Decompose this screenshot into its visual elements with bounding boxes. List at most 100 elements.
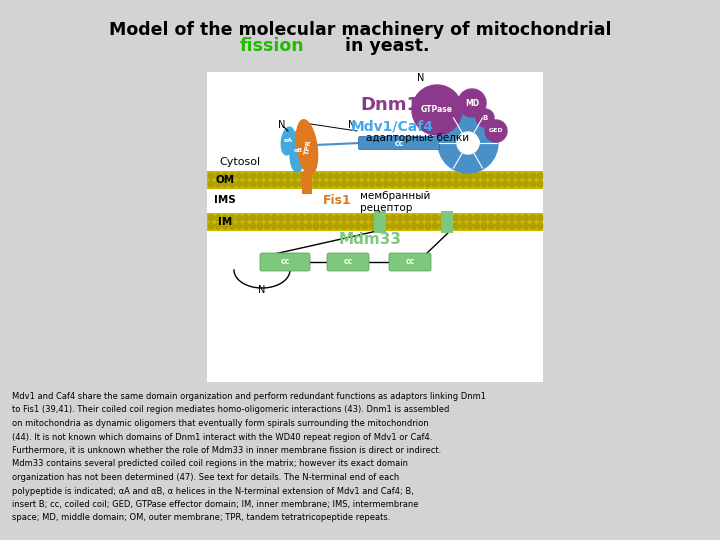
Ellipse shape — [306, 215, 312, 221]
Ellipse shape — [243, 215, 248, 221]
Ellipse shape — [264, 223, 270, 229]
Text: GTPase: GTPase — [421, 105, 453, 114]
Ellipse shape — [297, 120, 318, 174]
Text: Mdm33 contains several predicted coiled coil regions in the matrix; however its : Mdm33 contains several predicted coiled … — [12, 460, 408, 469]
Text: N: N — [258, 285, 266, 295]
Text: Furthermore, it is unknown whether the role of Mdm33 in inner membrane fission i: Furthermore, it is unknown whether the r… — [12, 446, 441, 455]
Ellipse shape — [467, 173, 473, 179]
Text: cc: cc — [343, 258, 353, 267]
Ellipse shape — [509, 215, 515, 221]
Ellipse shape — [404, 215, 410, 221]
Text: polypeptide is indicated; αA and αB, α helices in the N-terminal extension of Md: polypeptide is indicated; αA and αB, α h… — [12, 487, 414, 496]
Ellipse shape — [369, 173, 374, 179]
Ellipse shape — [348, 215, 354, 221]
Ellipse shape — [446, 173, 451, 179]
Ellipse shape — [390, 223, 396, 229]
FancyBboxPatch shape — [374, 211, 386, 233]
Text: (44). It is not known which domains of Dnm1 interact with the WD40 repeat region: (44). It is not known which domains of D… — [12, 433, 433, 442]
Ellipse shape — [488, 173, 494, 179]
Ellipse shape — [222, 223, 228, 229]
Text: Mdm33: Mdm33 — [338, 233, 402, 247]
Ellipse shape — [348, 181, 354, 187]
Ellipse shape — [334, 215, 340, 221]
Ellipse shape — [523, 215, 528, 221]
Text: to Fis1 (39,41). Their coiled coil region mediates homo-oligomeric interactions : to Fis1 (39,41). Their coiled coil regio… — [12, 406, 449, 415]
Ellipse shape — [369, 215, 374, 221]
Text: cc: cc — [395, 138, 404, 147]
Ellipse shape — [348, 173, 354, 179]
Ellipse shape — [488, 181, 494, 187]
Text: N: N — [418, 73, 425, 83]
Ellipse shape — [292, 173, 298, 179]
Ellipse shape — [355, 181, 361, 187]
Ellipse shape — [306, 181, 312, 187]
Ellipse shape — [236, 223, 242, 229]
Text: Fis1: Fis1 — [323, 193, 352, 206]
Ellipse shape — [481, 215, 487, 221]
Ellipse shape — [467, 223, 473, 229]
Ellipse shape — [348, 223, 354, 229]
Text: GED: GED — [489, 129, 503, 133]
Ellipse shape — [411, 173, 417, 179]
Text: TPR: TPR — [304, 139, 312, 155]
Ellipse shape — [503, 173, 508, 179]
Ellipse shape — [446, 223, 451, 229]
Ellipse shape — [306, 173, 312, 179]
Ellipse shape — [300, 173, 305, 179]
Ellipse shape — [334, 173, 340, 179]
Ellipse shape — [454, 181, 459, 187]
Ellipse shape — [369, 223, 374, 229]
Ellipse shape — [432, 215, 438, 221]
Ellipse shape — [278, 223, 284, 229]
FancyBboxPatch shape — [359, 137, 439, 150]
Ellipse shape — [404, 181, 410, 187]
Ellipse shape — [306, 223, 312, 229]
Ellipse shape — [390, 173, 396, 179]
Ellipse shape — [474, 173, 480, 179]
FancyBboxPatch shape — [207, 213, 543, 231]
Ellipse shape — [530, 223, 536, 229]
Ellipse shape — [390, 215, 396, 221]
Ellipse shape — [426, 223, 431, 229]
Circle shape — [458, 89, 486, 117]
Ellipse shape — [537, 223, 543, 229]
Text: MD: MD — [465, 98, 479, 107]
Ellipse shape — [320, 215, 325, 221]
Ellipse shape — [503, 181, 508, 187]
Ellipse shape — [320, 173, 325, 179]
Circle shape — [476, 109, 494, 127]
Ellipse shape — [418, 223, 424, 229]
Ellipse shape — [251, 223, 256, 229]
Ellipse shape — [313, 173, 319, 179]
Text: αA: αA — [284, 138, 292, 144]
Ellipse shape — [488, 223, 494, 229]
Ellipse shape — [397, 181, 402, 187]
Ellipse shape — [215, 181, 221, 187]
FancyBboxPatch shape — [327, 253, 369, 271]
Text: IM: IM — [218, 217, 232, 227]
Circle shape — [485, 120, 507, 142]
Ellipse shape — [460, 215, 466, 221]
Ellipse shape — [208, 223, 214, 229]
Ellipse shape — [243, 173, 248, 179]
Text: organization has not been determined (47). See text for details. The N-terminal : organization has not been determined (47… — [12, 473, 400, 482]
Circle shape — [412, 85, 462, 135]
Ellipse shape — [467, 215, 473, 221]
Text: Mdv1/Caf4: Mdv1/Caf4 — [351, 119, 433, 133]
Ellipse shape — [271, 181, 276, 187]
Ellipse shape — [243, 181, 248, 187]
Ellipse shape — [264, 181, 270, 187]
Ellipse shape — [362, 173, 368, 179]
Ellipse shape — [257, 181, 263, 187]
Ellipse shape — [278, 181, 284, 187]
Ellipse shape — [264, 173, 270, 179]
Ellipse shape — [454, 223, 459, 229]
Ellipse shape — [439, 181, 445, 187]
Ellipse shape — [411, 215, 417, 221]
Ellipse shape — [300, 223, 305, 229]
Text: Model of the molecular machinery of mitochondrial: Model of the molecular machinery of mito… — [109, 21, 611, 39]
Ellipse shape — [488, 215, 494, 221]
Ellipse shape — [509, 223, 515, 229]
Text: WD40: WD40 — [455, 139, 481, 148]
Ellipse shape — [355, 173, 361, 179]
